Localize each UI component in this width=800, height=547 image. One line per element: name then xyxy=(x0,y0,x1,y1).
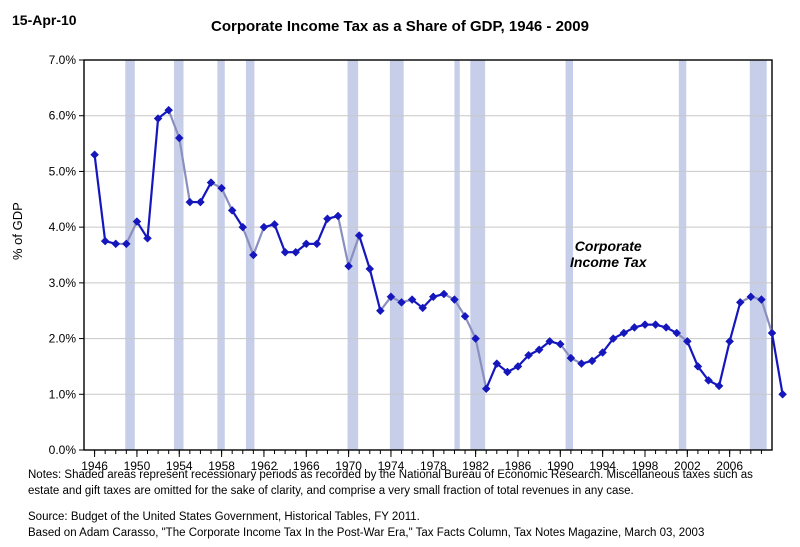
svg-text:4.0%: 4.0% xyxy=(49,220,77,234)
svg-text:5.0%: 5.0% xyxy=(49,164,77,178)
notes-text: Notes: Shaded areas represent recessiona… xyxy=(28,468,780,499)
series-annotation: Corporate Income Tax xyxy=(570,238,647,270)
svg-text:6.0%: 6.0% xyxy=(49,109,77,123)
svg-text:0.0%: 0.0% xyxy=(49,443,77,457)
source-line-1: Source: Budget of the United States Gove… xyxy=(28,510,780,526)
annotation-line1: Corporate xyxy=(575,238,642,254)
annotation-line2: Income Tax xyxy=(570,254,647,270)
svg-text:3.0%: 3.0% xyxy=(49,276,77,290)
svg-text:1.0%: 1.0% xyxy=(49,387,77,401)
source-line-2: Based on Adam Carasso, "The Corporate In… xyxy=(28,526,780,542)
svg-text:7.0%: 7.0% xyxy=(49,53,77,67)
line-chart: 0.0%1.0%2.0%3.0%4.0%5.0%6.0%7.0%19461950… xyxy=(0,0,800,470)
svg-text:2.0%: 2.0% xyxy=(49,332,77,346)
